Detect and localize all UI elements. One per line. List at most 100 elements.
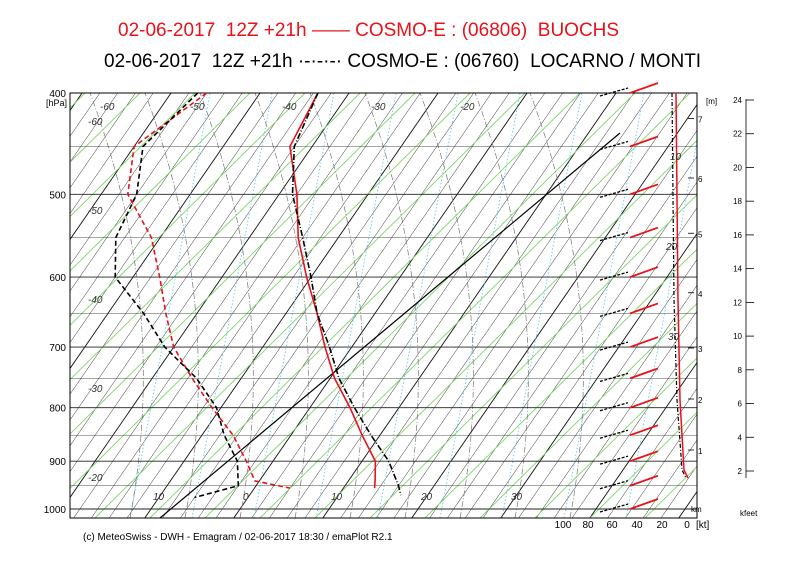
wind-barb-buochs (629, 183, 659, 196)
dewpoint-line-buochs (126, 92, 291, 489)
isotherm-line (0, 93, 29, 518)
isotherm-line (411, 103, 697, 518)
wind-barb-buochs (629, 498, 659, 510)
isotherm-line (70, 93, 154, 215)
height-tick-label: 6 (698, 175, 703, 184)
wind-barb-locarno (599, 372, 629, 383)
wind-barb-locarno (599, 140, 629, 151)
wind-speed-label: 30 (668, 332, 680, 343)
wind-axis-tick-label: 40 (631, 520, 643, 531)
wind-speed-label: 20 (665, 242, 678, 253)
dry-adiabat-line (70, 93, 251, 272)
isotherm-line (696, 517, 697, 518)
isotherm-line (70, 93, 101, 137)
isotherm-line (70, 93, 243, 344)
temperature-label: 30 (511, 492, 523, 503)
wind-barb-buochs (629, 302, 659, 315)
wind-axis-tick-label: 20 (656, 520, 668, 531)
footer-credit: (c) MeteoSwiss - DWH - Emagram / 02-06-2… (83, 532, 393, 543)
wind-barb-buochs (629, 450, 659, 463)
wind-profile (599, 82, 689, 513)
wind-speed-label: 10 (670, 152, 682, 163)
isotherm-line (750, 93, 800, 518)
isotherm-line (304, 93, 599, 518)
isotherm-line (465, 181, 697, 518)
wind-barb-buochs (629, 135, 659, 148)
wind-barb-locarno (599, 231, 629, 242)
height-tick-label: 4 (698, 290, 703, 299)
temperature-label: -50 (88, 206, 103, 217)
pressure-tick-label: 900 (49, 457, 66, 468)
height-tick-label: 2 (698, 396, 703, 405)
mixing-ratio-line (129, 93, 211, 518)
wind-barb-locarno (599, 307, 629, 318)
kfeet-tick-label: 2 (738, 467, 743, 476)
temperature-label: -30 (88, 384, 103, 395)
isotherm-line (340, 93, 635, 518)
wind-barb-buochs (629, 266, 659, 278)
isotherm-line (70, 93, 314, 447)
isotherm-line (198, 93, 492, 518)
dry-adiabat-line (149, 93, 581, 518)
dry-adiabat-line (94, 93, 526, 518)
saturated-adiabat-line (89, 93, 144, 518)
wind-barb-buochs (629, 474, 659, 487)
temperature-label: -40 (88, 295, 103, 306)
temperature-label: 0 (243, 492, 249, 503)
dry-adiabat-line (0, 93, 30, 518)
temperature-label: -50 (190, 102, 205, 113)
isotherm-line (607, 388, 697, 518)
isotherm-line (322, 93, 617, 518)
wind-barb-buochs (629, 82, 659, 94)
isotherm-line (70, 93, 261, 370)
dry-adiabat-line (70, 93, 306, 326)
isotherm-line (358, 93, 652, 518)
wind-barb-locarno (599, 455, 629, 465)
mixing-ratio-line (625, 138, 697, 518)
wind-axis-unit-kt: [kt] (696, 520, 710, 531)
wind-barb-locarno (599, 402, 629, 412)
pressure-axis-label: [hPa] (46, 98, 67, 108)
height-axis-label: [m] (706, 97, 717, 106)
chart-title-locarno: 02-06-2017 12Z +21h ·-·-·-· COSMO-E : (0… (104, 51, 702, 72)
isotherm-line (70, 93, 350, 499)
wind-barb-buochs (629, 336, 659, 348)
temperature-label: -60 (88, 117, 103, 128)
temperature-label: 20 (420, 492, 433, 503)
isotherm-line (70, 93, 207, 292)
kfeet-tick-label: 18 (733, 197, 742, 206)
temperature-label: -60 (100, 102, 115, 113)
wind-barb-locarno (599, 503, 629, 513)
wind-barb-locarno (599, 480, 629, 490)
kfeet-tick-label: 6 (738, 400, 743, 409)
reference-adiabat (159, 132, 621, 518)
saturated-adiabat-line (474, 93, 529, 518)
isotherm-line (376, 93, 670, 518)
mixing-ratio-line (501, 93, 583, 518)
wind-axis-tick-label: 100 (555, 520, 572, 531)
isotherm-line (215, 93, 510, 518)
dry-adiabat-line (644, 465, 697, 518)
isotherm-line (144, 93, 439, 518)
dry-adiabat-line (70, 93, 471, 489)
wind-axis-unit-km: km (691, 505, 702, 514)
wind-barb-locarno (599, 341, 629, 351)
dry-adiabat-line (70, 93, 196, 218)
height-tick-label: 1 (698, 447, 703, 456)
pressure-tick-label: 400 (49, 89, 66, 100)
kfeet-tick-label: 22 (733, 130, 742, 139)
isotherm-line (287, 93, 581, 518)
wind-axis-tick-label: 80 (582, 520, 594, 531)
isotherm-line (70, 93, 172, 241)
dry-adiabat-line (70, 93, 361, 381)
isotherm-line (70, 93, 225, 318)
kfeet-tick-label: 4 (738, 433, 743, 442)
isotherm-line (643, 439, 697, 518)
height-tick-label: 7 (698, 116, 703, 125)
height-tick-label: 5 (698, 230, 703, 239)
mixing-ratio-line (377, 93, 459, 518)
wind-speed-line-locarno (671, 92, 687, 479)
chart-title-buochs: 02-06-2017 12Z +21h —— COSMO-E : (06806)… (118, 20, 620, 41)
isotherm-line (70, 93, 296, 421)
